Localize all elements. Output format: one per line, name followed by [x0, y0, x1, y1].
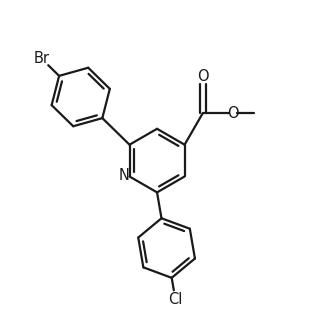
Text: Br: Br [34, 52, 50, 66]
Text: N: N [119, 168, 130, 183]
Text: O: O [227, 106, 239, 121]
Text: Cl: Cl [168, 292, 182, 307]
Text: O: O [197, 69, 209, 84]
